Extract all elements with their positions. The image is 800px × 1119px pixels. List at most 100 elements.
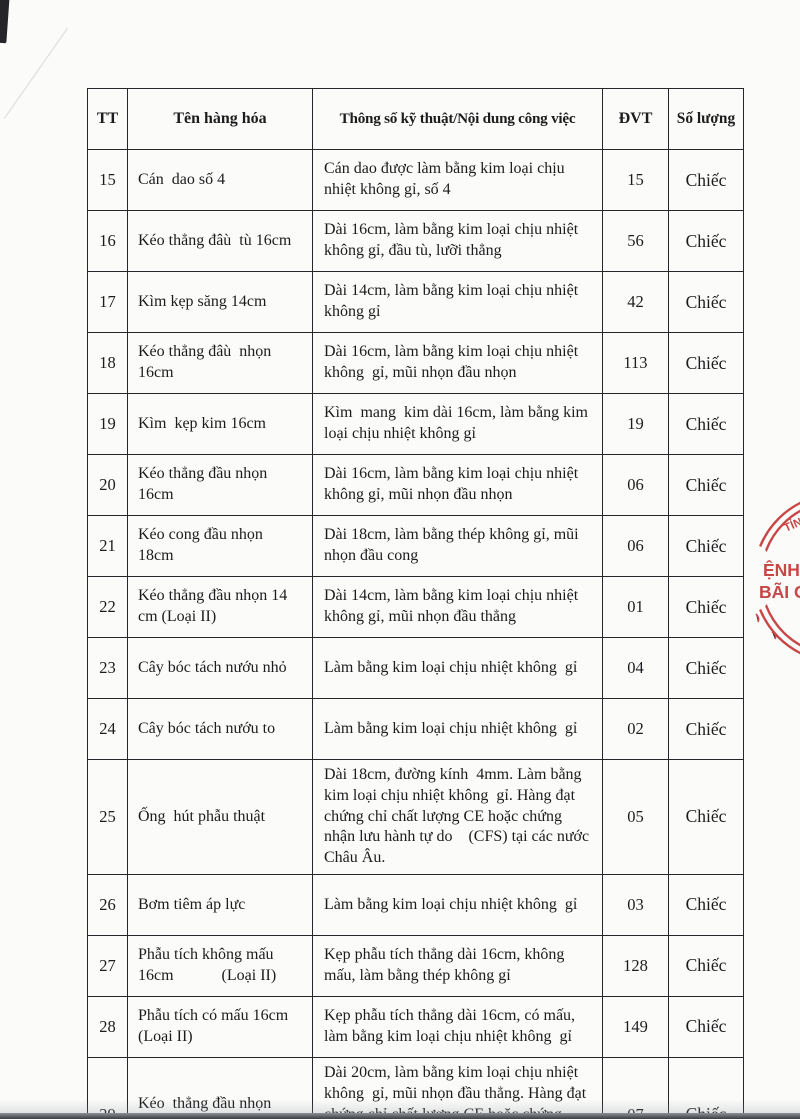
- item-name-cell: Kìm kẹp săng 14cm: [127, 271, 313, 333]
- stamp-line2: BÃI C: [759, 581, 800, 602]
- item-soluong-cell: Chiếc: [668, 271, 744, 333]
- row-number-cell: 21: [87, 515, 128, 577]
- items-table: TT Tên hàng hóa Thông số kỹ thuật/Nội du…: [87, 88, 744, 1119]
- item-soluong-cell: Chiếc: [668, 698, 744, 760]
- item-name-cell: Kìm kẹp kim 16cm: [127, 393, 313, 455]
- item-spec-cell: Kìm mang kim dài 16cm, làm bằng kim loại…: [312, 393, 603, 455]
- table-body: 15 Cán dao số 4 Cán dao được làm bằng ki…: [87, 149, 744, 1119]
- header-soluong: Số lượng: [668, 88, 744, 150]
- item-name-cell: Phẫu tích không mấu 16cm (Loại II): [127, 934, 313, 997]
- item-spec-cell: Dài 16cm, làm bằng kim loại chịu nhiệt k…: [312, 454, 603, 516]
- item-name-cell: Bơm tiêm áp lực: [127, 873, 313, 936]
- table-row: 19 Kìm kẹp kim 16cm Kìm mang kim dài 16c…: [87, 393, 744, 455]
- red-seal-stamp: TỈN ỆNH BÃI C: [746, 501, 800, 655]
- item-name-cell: Phẫu tích có mấu 16cm (Loại II): [127, 995, 313, 1058]
- header-spec: Thông số kỹ thuật/Nội dung công việc: [312, 88, 603, 150]
- item-dvt-cell: 56: [602, 210, 669, 272]
- row-number-cell: 15: [87, 149, 128, 211]
- row-number-cell: 26: [87, 873, 128, 936]
- item-spec-cell: Dài 14cm, làm bằng kim loại chịu nhiệt k…: [312, 576, 603, 638]
- row-number-cell: 23: [87, 637, 128, 699]
- item-soluong-cell: Chiếc: [668, 149, 744, 211]
- item-dvt-cell: 06: [602, 454, 669, 516]
- scan-bottom-shadow: [0, 1100, 800, 1114]
- table-header: TT Tên hàng hóa Thông số kỹ thuật/Nội du…: [87, 88, 744, 150]
- item-spec-cell: Cán dao được làm bằng kim loại chịu nhiệ…: [312, 149, 603, 211]
- item-name-cell: Ống hút phẫu thuật: [127, 759, 313, 875]
- item-dvt-cell: 113: [602, 332, 669, 394]
- table-row: 28 Phẫu tích có mấu 16cm (Loại II) Kẹp p…: [87, 995, 744, 1058]
- scan-scratch-line: [4, 27, 68, 119]
- item-soluong-cell: Chiếc: [668, 576, 744, 638]
- item-spec-cell: Dài 18cm, làm bằng thép không gỉ, mũi nh…: [312, 515, 603, 577]
- item-soluong-cell: Chiếc: [668, 934, 744, 997]
- item-dvt-cell: 149: [602, 995, 669, 1058]
- scan-bottom-bar: [0, 1113, 800, 1119]
- item-name-cell: Cán dao số 4: [127, 149, 313, 211]
- item-spec-cell: Dài 14cm, làm bằng kim loại chịu nhiệt k…: [312, 271, 603, 333]
- item-soluong-cell: Chiếc: [668, 515, 744, 577]
- item-soluong-cell: Chiếc: [668, 454, 744, 516]
- item-name-cell: Cây bóc tách nướu to: [127, 698, 313, 760]
- item-spec-cell: Dài 16cm, làm bằng kim loại chịu nhiệt k…: [312, 210, 603, 272]
- item-spec-cell: Dài 20cm, làm bằng kim loại chịu nhiệt k…: [312, 1056, 603, 1119]
- item-name-cell: Kéo thẳng đâù tù 16cm: [127, 210, 313, 272]
- header-name: Tên hàng hóa: [127, 88, 313, 150]
- item-spec-cell: Làm bằng kim loại chịu nhiệt không gỉ: [312, 873, 603, 936]
- row-number-cell: 27: [87, 934, 128, 997]
- item-spec-cell: Dài 18cm, đường kính 4mm. Làm bằng kim l…: [312, 759, 603, 875]
- header-tt: TT: [87, 88, 128, 150]
- table-row: 17 Kìm kẹp săng 14cm Dài 14cm, làm bằng …: [87, 271, 744, 333]
- item-dvt-cell: 02: [602, 698, 669, 760]
- item-name-cell: Cây bóc tách nướu nhỏ: [127, 637, 313, 699]
- table-row: 25 Ống hút phẫu thuật Dài 18cm, đường kí…: [87, 759, 744, 875]
- item-spec-cell: Làm bằng kim loại chịu nhiệt không gỉ: [312, 637, 603, 699]
- item-dvt-cell: 42: [602, 271, 669, 333]
- row-number-cell: 25: [87, 759, 128, 875]
- item-soluong-cell: Chiếc: [668, 637, 744, 699]
- table-row: 15 Cán dao số 4 Cán dao được làm bằng ki…: [87, 149, 744, 211]
- table-row: 24 Cây bóc tách nướu to Làm bằng kim loạ…: [87, 698, 744, 760]
- stamp-small-marks: [755, 613, 777, 640]
- item-name-cell: Kéo thẳng đâù nhọn 16cm: [127, 332, 313, 394]
- header-dvt: ĐVT: [602, 88, 669, 150]
- stamp-fade-patch: [746, 545, 775, 611]
- scan-corner-artifact: [0, 0, 10, 44]
- item-dvt-cell: 19: [602, 393, 669, 455]
- item-soluong-cell: Chiếc: [668, 995, 744, 1058]
- item-spec-cell: Kẹp phẫu tích thẳng dài 16cm, không mấu,…: [312, 934, 603, 997]
- item-soluong-cell: Chiếc: [668, 759, 744, 875]
- item-spec-cell: Kẹp phẫu tích thẳng dài 16cm, có mấu, là…: [312, 995, 603, 1058]
- item-spec-cell: Làm bằng kim loại chịu nhiệt không gỉ: [312, 698, 603, 760]
- table-row: 18 Kéo thẳng đâù nhọn 16cm Dài 16cm, làm…: [87, 332, 744, 394]
- stamp-line1: ỆNH: [763, 559, 800, 580]
- item-name-cell: Kéo thẳng đầu nhọn 14 cm (Loại II): [127, 576, 313, 638]
- table-row: 16 Kéo thẳng đâù tù 16cm Dài 16cm, làm b…: [87, 210, 744, 272]
- row-number-cell: 20: [87, 454, 128, 516]
- row-number-cell: 28: [87, 995, 128, 1058]
- item-spec-cell: Dài 16cm, làm bằng kim loại chịu nhiệt k…: [312, 332, 603, 394]
- table-row: 20 Kéo thẳng đầu nhọn 16cm Dài 16cm, làm…: [87, 454, 744, 516]
- item-soluong-cell: Chiếc: [668, 210, 744, 272]
- table-row: 23 Cây bóc tách nướu nhỏ Làm bằng kim lo…: [87, 637, 744, 699]
- item-dvt-cell: 03: [602, 873, 669, 936]
- item-dvt-cell: 04: [602, 637, 669, 699]
- table-row: 29 Kéo thẳng đầu nhọn 20cm Dài 20cm, làm…: [87, 1056, 744, 1119]
- item-dvt-cell: 128: [602, 934, 669, 997]
- table-row: 21 Kéo cong đầu nhọn 18cm Dài 18cm, làm …: [87, 515, 744, 577]
- item-name-cell: Kéo cong đầu nhọn 18cm: [127, 515, 313, 577]
- table-row: 22 Kéo thẳng đầu nhọn 14 cm (Loại II) Dà…: [87, 576, 744, 638]
- item-soluong-cell: Chiếc: [668, 873, 744, 936]
- item-soluong-cell: Chiếc: [668, 393, 744, 455]
- row-number-cell: 17: [87, 271, 128, 333]
- row-number-cell: 22: [87, 576, 128, 638]
- item-name-cell: Kéo thẳng đầu nhọn 20cm: [127, 1056, 313, 1119]
- table-row: 26 Bơm tiêm áp lực Làm bằng kim loại chị…: [87, 873, 744, 936]
- table-row: 27 Phẫu tích không mấu 16cm (Loại II) Kẹ…: [87, 934, 744, 997]
- item-dvt-cell: 15: [602, 149, 669, 211]
- item-dvt-cell: 06: [602, 515, 669, 577]
- item-soluong-cell: Chiếc: [668, 332, 744, 394]
- row-number-cell: 18: [87, 332, 128, 394]
- row-number-cell: 16: [87, 210, 128, 272]
